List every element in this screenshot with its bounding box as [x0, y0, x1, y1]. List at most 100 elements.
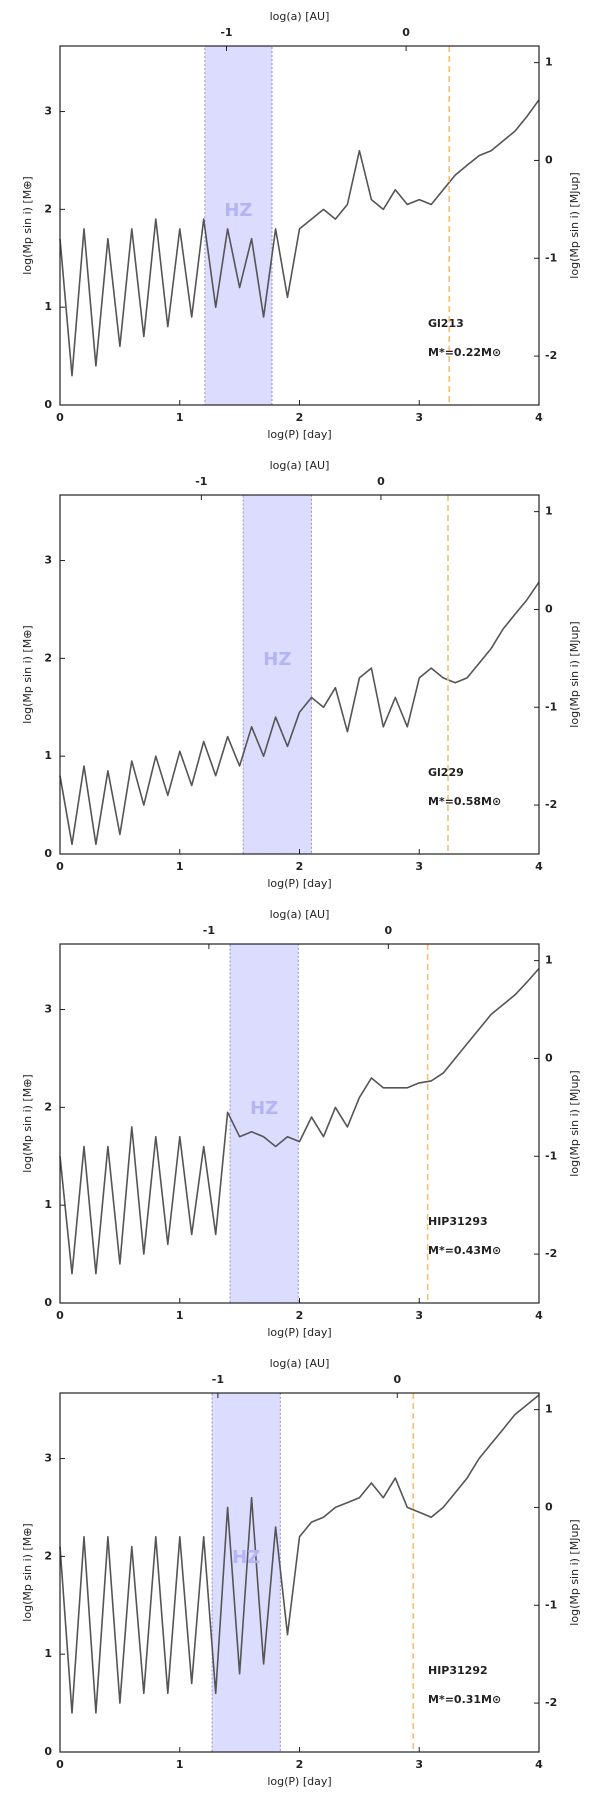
x-tick-label: 4	[535, 1309, 543, 1322]
x2-tick-label: 0	[377, 475, 385, 488]
x-tick-label: 0	[56, 1758, 64, 1771]
y2-tick-label: 1	[545, 56, 553, 69]
x-tick-label: 3	[415, 411, 423, 424]
x-tick-label: 3	[415, 1309, 423, 1322]
x-tick-label: 1	[176, 860, 184, 873]
star-mass: M*=0.58M⊙	[428, 795, 501, 808]
x-tick-label: 3	[415, 1758, 423, 1771]
x-axis-label: log(P) [day]	[267, 877, 331, 890]
x2-axis-label: log(a) [AU]	[270, 908, 330, 921]
detection-limit-line	[59, 967, 540, 1275]
star-name: HIP31292	[428, 1664, 488, 1677]
y-tick-label: 2	[44, 1100, 52, 1113]
x2-tick-label: -1	[195, 475, 207, 488]
x-tick-label: 0	[56, 411, 64, 424]
star-mass: M*=0.31M⊙	[428, 1693, 501, 1706]
x-tick-label: 0	[56, 1309, 64, 1322]
y2-axis-label: log(Mp sin i) [MJup]	[568, 172, 581, 278]
x-tick-label: 1	[176, 1309, 184, 1322]
x-tick-label: 1	[176, 1758, 184, 1771]
y-axis-label: log(Mp sin i) [M⊕]	[21, 625, 34, 723]
x-axis-label: log(P) [day]	[267, 428, 331, 441]
y-tick-label: 1	[44, 300, 52, 313]
star-mass: M*=0.43M⊙	[428, 1244, 501, 1257]
y2-axis-label: log(Mp sin i) [MJup]	[568, 1519, 581, 1625]
y2-tick-label: 1	[545, 1403, 553, 1416]
habitable-zone	[242, 494, 312, 855]
x-tick-label: 1	[176, 411, 184, 424]
y2-tick-label: -1	[545, 1149, 557, 1162]
y2-tick-label: 0	[545, 1500, 553, 1513]
y2-tick-label: -2	[545, 1696, 557, 1709]
x2-tick-label: -1	[212, 1373, 224, 1386]
y-tick-label: 3	[44, 1003, 52, 1016]
hz-label: HZ	[232, 1547, 260, 1568]
x2-tick-label: 0	[384, 924, 392, 937]
star-name: Gl213	[428, 317, 464, 330]
x-tick-label: 4	[535, 1758, 543, 1771]
y2-tick-label: 0	[545, 153, 553, 166]
y-tick-label: 1	[44, 1647, 52, 1660]
y2-tick-label: 1	[545, 505, 553, 518]
x-tick-label: 3	[415, 860, 423, 873]
y2-axis-label: log(Mp sin i) [MJup]	[568, 621, 581, 727]
x-tick-label: 2	[296, 1758, 304, 1771]
x2-tick-label: 0	[402, 26, 410, 39]
y2-axis-label: log(Mp sin i) [MJup]	[568, 1070, 581, 1176]
hz-label: HZ	[224, 200, 252, 221]
detection-limit-line	[59, 99, 540, 377]
y-tick-label: 0	[44, 1296, 52, 1309]
y2-tick-label: 1	[545, 954, 553, 967]
y-tick-label: 3	[44, 105, 52, 118]
detection-limit-line	[59, 1394, 540, 1714]
x2-tick-label: -1	[220, 26, 232, 39]
habitable-zone	[204, 45, 273, 406]
x-tick-label: 4	[535, 411, 543, 424]
hz-label: HZ	[250, 1098, 278, 1119]
detection-limit-line	[59, 581, 540, 845]
x2-axis-label: log(a) [AU]	[270, 1357, 330, 1370]
x-axis-label: log(P) [day]	[267, 1326, 331, 1339]
y-tick-label: 0	[44, 1745, 52, 1758]
y-axis-label: log(Mp sin i) [M⊕]	[21, 176, 34, 274]
y-tick-label: 0	[44, 398, 52, 411]
y-tick-label: 2	[44, 202, 52, 215]
x-tick-label: 4	[535, 860, 543, 873]
star-name: Gl229	[428, 766, 464, 779]
y-tick-label: 1	[44, 1198, 52, 1211]
x2-tick-label: 0	[393, 1373, 401, 1386]
y2-tick-label: -1	[545, 1598, 557, 1611]
x2-tick-label: -1	[203, 924, 215, 937]
y-axis-label: log(Mp sin i) [M⊕]	[21, 1074, 34, 1172]
y2-tick-label: -2	[545, 349, 557, 362]
y2-tick-label: -1	[545, 251, 557, 264]
y2-tick-label: 0	[545, 1051, 553, 1064]
hz-label: HZ	[263, 649, 291, 670]
x-tick-label: 0	[56, 860, 64, 873]
x2-axis-label: log(a) [AU]	[270, 459, 330, 472]
y2-tick-label: 0	[545, 602, 553, 615]
y-axis-label: log(Mp sin i) [M⊕]	[21, 1523, 34, 1621]
x-axis-label: log(P) [day]	[267, 1775, 331, 1788]
y-tick-label: 2	[44, 1549, 52, 1562]
x-tick-label: 2	[296, 1309, 304, 1322]
y2-tick-label: -1	[545, 700, 557, 713]
y-tick-label: 3	[44, 554, 52, 567]
habitable-zone	[229, 943, 299, 1304]
x2-axis-label: log(a) [AU]	[270, 10, 330, 23]
x-tick-label: 2	[296, 411, 304, 424]
x-tick-label: 2	[296, 860, 304, 873]
star-name: HIP31293	[428, 1215, 488, 1228]
y-tick-label: 3	[44, 1452, 52, 1465]
y2-tick-label: -2	[545, 1247, 557, 1260]
y-tick-label: 2	[44, 651, 52, 664]
y2-tick-label: -2	[545, 798, 557, 811]
star-mass: M*=0.22M⊙	[428, 346, 501, 359]
y-tick-label: 1	[44, 749, 52, 762]
y-tick-label: 0	[44, 847, 52, 860]
